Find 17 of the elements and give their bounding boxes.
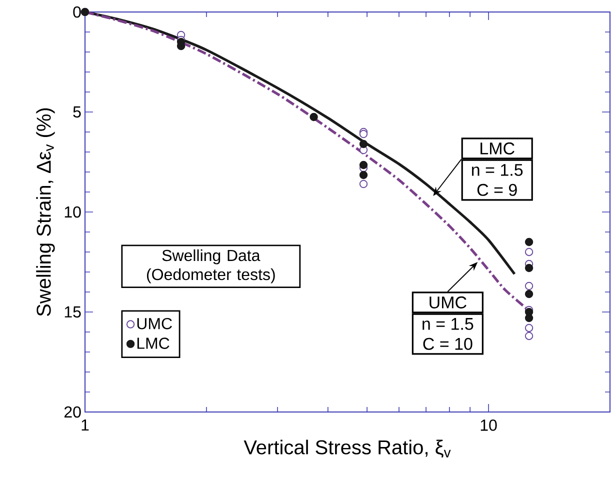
annotation: C = 9 [477,184,517,196]
annotation: n = 1.5 [422,318,474,330]
annotation: n = 1.5 [472,164,523,176]
y-tick-label: 5 [73,106,81,118]
legend-title: Swelling Data (Oedometer tests) [147,249,275,284]
y-tick-label: 15 [64,306,81,318]
annotation: UMC [430,296,466,308]
annotation: C = 10 [423,338,472,350]
legend-label: UMC [137,318,172,330]
y-tick-label: 0 [73,6,81,18]
y-tick-label: 20 [64,406,81,418]
annotation: LMC [480,142,514,154]
legend-label: LMC [137,338,170,349]
x-tick-label: 1 [82,420,89,431]
x-axis-title: Vertical Stress Ratio, ξ$_{v}$ [244,440,451,458]
y-axis-title: Swelling Strain, Δε$_{v}$ (%) [36,108,55,316]
y-tick-label: 10 [64,206,81,218]
